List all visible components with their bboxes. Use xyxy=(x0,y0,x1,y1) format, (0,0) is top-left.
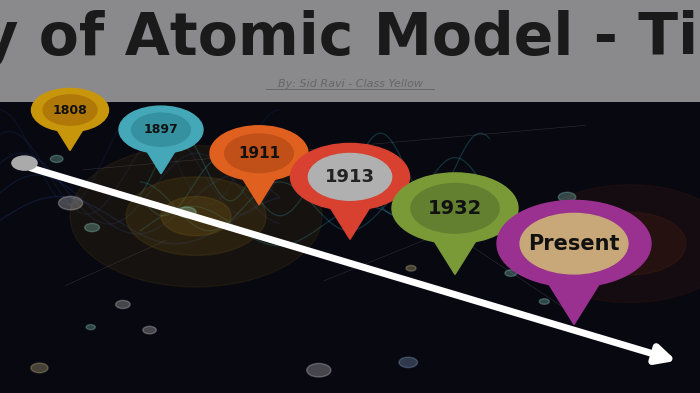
Circle shape xyxy=(260,143,281,155)
Polygon shape xyxy=(317,187,383,239)
Circle shape xyxy=(32,88,108,132)
Circle shape xyxy=(126,177,266,255)
Text: 1897: 1897 xyxy=(144,123,178,136)
Circle shape xyxy=(392,173,518,244)
Circle shape xyxy=(505,270,517,276)
Circle shape xyxy=(570,226,591,237)
Circle shape xyxy=(31,363,48,373)
Text: Present: Present xyxy=(528,234,620,253)
Circle shape xyxy=(161,196,231,236)
Polygon shape xyxy=(420,219,490,274)
Circle shape xyxy=(406,265,416,271)
Circle shape xyxy=(12,156,37,170)
Circle shape xyxy=(559,192,576,202)
Circle shape xyxy=(309,153,392,200)
Circle shape xyxy=(307,364,331,377)
Circle shape xyxy=(50,155,63,163)
Polygon shape xyxy=(49,116,91,151)
Circle shape xyxy=(143,326,156,334)
Circle shape xyxy=(520,213,628,274)
Text: History of Atomic Model - Timeline: History of Atomic Model - Timeline xyxy=(0,10,700,67)
FancyBboxPatch shape xyxy=(0,0,700,102)
Text: 1913: 1913 xyxy=(325,168,375,186)
Circle shape xyxy=(116,300,130,309)
Polygon shape xyxy=(138,137,184,174)
Circle shape xyxy=(141,139,162,151)
Circle shape xyxy=(178,207,196,217)
Circle shape xyxy=(411,184,499,233)
Circle shape xyxy=(59,196,83,210)
Circle shape xyxy=(225,134,293,173)
Text: 1808: 1808 xyxy=(52,103,88,117)
Circle shape xyxy=(43,95,97,125)
Polygon shape xyxy=(532,257,616,325)
Circle shape xyxy=(86,325,95,330)
Circle shape xyxy=(70,145,322,287)
Circle shape xyxy=(525,185,700,303)
Polygon shape xyxy=(232,162,286,205)
Text: By: Sid Ravi - Class Yellow: By: Sid Ravi - Class Yellow xyxy=(277,79,423,89)
Circle shape xyxy=(85,223,99,232)
Circle shape xyxy=(574,212,686,275)
Circle shape xyxy=(290,143,410,210)
Circle shape xyxy=(119,106,203,153)
Text: 1911: 1911 xyxy=(238,146,280,161)
Circle shape xyxy=(274,149,294,161)
Circle shape xyxy=(210,126,308,181)
Circle shape xyxy=(132,113,190,146)
Circle shape xyxy=(497,200,651,287)
Text: 1932: 1932 xyxy=(428,199,482,218)
Circle shape xyxy=(399,357,417,367)
Circle shape xyxy=(539,299,550,304)
